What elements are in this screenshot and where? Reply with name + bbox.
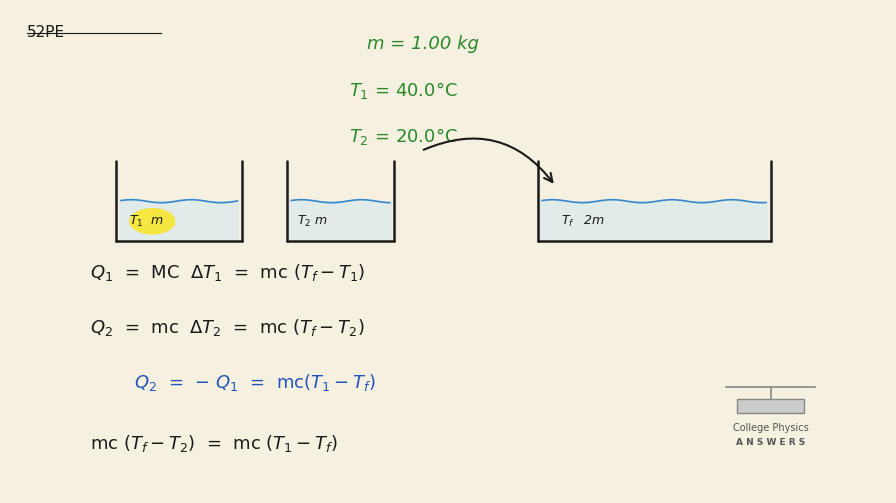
Text: $T_2$ = 20.0°C: $T_2$ = 20.0°C	[349, 126, 458, 147]
Text: $T_1$ = 40.0°C: $T_1$ = 40.0°C	[349, 80, 458, 102]
Text: m = 1.00 kg: m = 1.00 kg	[367, 35, 479, 53]
Text: $Q_1$  =  MC  $\Delta T_1$  =  mc $\left(T_f - T_1\right)$: $Q_1$ = MC $\Delta T_1$ = mc $\left(T_f …	[90, 262, 365, 283]
Text: mc $\left(T_f - T_2\right)$  =  mc $\left(T_1 - T_f\right)$: mc $\left(T_f - T_2\right)$ = mc $\left(…	[90, 433, 338, 454]
FancyBboxPatch shape	[289, 201, 392, 240]
Circle shape	[130, 209, 175, 234]
Text: College Physics: College Physics	[733, 423, 808, 433]
Text: $Q_2$  =  $-$ $Q_1$  =  mc$(T_1 - T_f)$: $Q_2$ = $-$ $Q_1$ = mc$(T_1 - T_f)$	[134, 372, 376, 393]
FancyBboxPatch shape	[540, 201, 768, 240]
Text: A N S W E R S: A N S W E R S	[736, 438, 806, 447]
Text: $T_f$   2m: $T_f$ 2m	[561, 214, 605, 229]
Text: $Q_2$  =  mc  $\Delta T_2$  =  mc $\left(T_f - T_2\right)$: $Q_2$ = mc $\Delta T_2$ = mc $\left(T_f …	[90, 317, 364, 338]
FancyBboxPatch shape	[737, 399, 804, 413]
FancyBboxPatch shape	[119, 201, 239, 240]
Text: $T_2$ m: $T_2$ m	[297, 214, 328, 229]
Text: $T_1$  m: $T_1$ m	[129, 214, 164, 229]
FancyArrowPatch shape	[424, 138, 553, 182]
Text: 52PE: 52PE	[27, 25, 65, 40]
